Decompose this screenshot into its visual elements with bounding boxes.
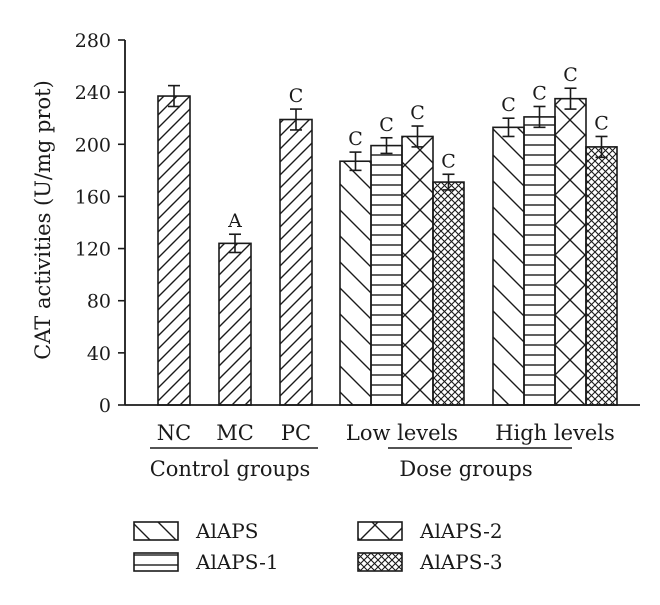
x-tick-label-high-levels: High levels [495,421,615,445]
y-tick-label-200: 200 [75,134,111,156]
bar-high-levels-alaps-2 [554,97,587,406]
error-bar-low-levels-alaps [349,151,362,172]
y-tick-label-280: 280 [75,30,111,52]
y-tick-label-160: 160 [75,186,111,208]
bar-high-levels-alaps-3 [585,146,618,406]
error-bar-high-levels-alaps-3 [595,135,608,159]
y-tick-label-40: 40 [87,343,111,365]
error-bar-high-levels-alaps-2 [564,87,577,110]
error-bar-mc [229,233,241,254]
bar-low-levels-alaps-1 [370,144,403,406]
y-tick-label-120: 120 [75,239,111,261]
legend-label-alaps-2: AlAPS-2 [419,519,503,543]
error-bar-nc [168,84,180,108]
dose-groups-label: Dose groups [399,457,532,481]
significance-label-pc: C [289,85,304,107]
bars-layer [157,84,618,406]
bar-high-levels-alaps-1 [523,116,556,406]
error-bar-pc [290,108,302,131]
axis-layer [118,39,640,449]
error-bar-low-levels-alaps-2 [411,125,424,148]
bar-pc [279,118,313,406]
bar-low-levels-alaps-2 [401,135,434,406]
y-tick-label-0: 0 [99,395,111,417]
error-bar-low-levels-alaps-3 [442,173,455,191]
bar-mc [218,242,252,406]
significance-label-low-levels-alaps-3: C [441,150,456,172]
legend-swatch-alaps-2 [357,521,403,541]
y-tick-label-240: 240 [75,82,111,104]
y-tick-label-80: 80 [87,291,111,313]
x-tick-label-nc: NC [157,421,191,445]
x-tick-label-pc: PC [281,421,311,445]
legend-label-alaps-3: AlAPS-3 [419,550,503,574]
significance-label-low-levels-alaps: C [348,128,363,150]
x-tick-label-low-levels: Low levels [346,421,458,445]
error-bar-high-levels-alaps [502,117,515,138]
significance-label-low-levels-alaps-1: C [379,114,394,136]
x-tick-label-mc: MC [216,421,254,445]
significance-label-high-levels-alaps-2: C [563,64,578,86]
legend-label-alaps: AlAPS [195,519,258,543]
significance-label-high-levels-alaps-1: C [532,82,547,104]
bar-low-levels-alaps-3 [432,181,465,406]
error-bar-low-levels-alaps-1 [380,136,393,155]
y-axis-label: CAT activities (U/mg prot) [31,80,55,360]
bar-nc [157,95,191,406]
legend-swatch-alaps-1 [133,552,179,572]
legend: AlAPS AlAPS-1 AlAPS-2 AlAPS-3 [133,519,503,574]
significance-label-high-levels-alaps-3: C [594,112,609,134]
significance-label-high-levels-alaps: C [501,94,516,116]
error-bar-high-levels-alaps-1 [533,105,546,129]
bar-low-levels-alaps [339,160,372,406]
bar-high-levels-alaps [492,126,525,406]
legend-swatch-alaps-3 [357,552,403,572]
legend-label-alaps-1: AlAPS-1 [195,550,279,574]
control-groups-label: Control groups [150,457,311,481]
legend-swatch-alaps [133,521,179,541]
significance-label-low-levels-alaps-2: C [410,102,425,124]
significance-label-mc: A [227,210,242,232]
